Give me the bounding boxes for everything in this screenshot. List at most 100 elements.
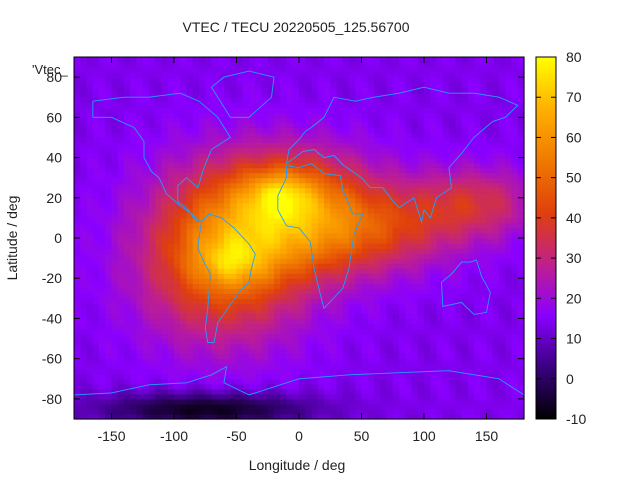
- heat-cell: [299, 363, 306, 370]
- heat-cell: [236, 318, 244, 325]
- heat-cell: [124, 127, 131, 134]
- heat-cell: [361, 288, 369, 294]
- heat-cell: [442, 318, 450, 325]
- heat-cell: [161, 77, 169, 83]
- heat-cell: [424, 378, 431, 385]
- heat-cell: [86, 132, 94, 139]
- heat-cell: [99, 323, 106, 330]
- heat-cell: [124, 202, 131, 209]
- heat-cell: [249, 87, 256, 93]
- heat-cell: [355, 253, 363, 259]
- heat-cell: [455, 192, 463, 199]
- heat-cell: [342, 122, 350, 128]
- heat-cell: [492, 293, 500, 299]
- heat-cell: [186, 137, 194, 144]
- heat-cell: [430, 207, 438, 214]
- heat-cell: [355, 263, 363, 269]
- heat-cell: [236, 187, 244, 194]
- heat-cell: [149, 187, 156, 194]
- heat-cell: [436, 358, 444, 365]
- heat-cell: [361, 363, 369, 370]
- heat-cell: [255, 232, 263, 239]
- heat-cell: [142, 398, 150, 405]
- heat-cell: [236, 117, 244, 123]
- heat-cell: [499, 388, 506, 395]
- heat-cell: [367, 358, 375, 365]
- heat-cell: [99, 273, 106, 279]
- heat-cell: [399, 77, 406, 83]
- heat-cell: [130, 212, 138, 219]
- heat-cell: [86, 338, 94, 345]
- heat-cell: [474, 82, 481, 88]
- heat-cell: [299, 408, 306, 415]
- heat-cell: [355, 122, 363, 128]
- heat-cell: [136, 413, 144, 420]
- heat-cell: [492, 368, 500, 375]
- heat-cell: [130, 303, 138, 309]
- heat-cell: [292, 92, 300, 98]
- heat-cell: [399, 393, 406, 400]
- heat-cell: [211, 102, 219, 108]
- heat-cell: [86, 217, 94, 224]
- heat-cell: [92, 192, 100, 199]
- heat-cell: [286, 408, 294, 415]
- heat-cell: [274, 172, 281, 179]
- heat-cell: [442, 383, 450, 390]
- heat-cell: [442, 348, 450, 355]
- heat-cell: [336, 107, 344, 113]
- heat-cell: [161, 333, 169, 340]
- heat-cell: [480, 323, 488, 330]
- heat-cell: [149, 258, 156, 264]
- heat-cell: [174, 82, 181, 88]
- heat-cell: [342, 82, 350, 88]
- heat-cell: [155, 157, 163, 164]
- heat-cell: [499, 212, 506, 219]
- heat-cell: [486, 253, 494, 259]
- heat-cell: [142, 323, 150, 330]
- heat-cell: [130, 348, 138, 355]
- heat-cell: [474, 393, 481, 400]
- heat-cell: [286, 102, 294, 108]
- heat-cell: [455, 187, 463, 194]
- heat-cell: [405, 117, 413, 123]
- heat-cell: [499, 243, 506, 249]
- heat-cell: [436, 102, 444, 108]
- heat-cell: [167, 318, 175, 325]
- heat-cell: [274, 97, 281, 103]
- heat-cell: [349, 293, 356, 299]
- heat-cell: [99, 232, 106, 239]
- heat-cell: [155, 358, 163, 365]
- heat-cell: [311, 142, 319, 149]
- heat-cell: [511, 283, 519, 289]
- heat-cell: [311, 273, 319, 279]
- heat-cell: [142, 117, 150, 123]
- heat-cell: [324, 232, 331, 239]
- heat-cell: [399, 182, 406, 189]
- heat-cell: [317, 137, 325, 144]
- heat-cell: [380, 212, 388, 219]
- heat-cell: [324, 258, 331, 264]
- heat-cell: [417, 313, 425, 320]
- heat-cell: [111, 348, 119, 355]
- heat-cell: [174, 142, 181, 149]
- heat-cell: [86, 353, 94, 360]
- heat-cell: [380, 72, 388, 78]
- heat-cell: [355, 283, 363, 289]
- heat-cell: [499, 187, 506, 194]
- heat-cell: [392, 162, 400, 169]
- heat-cell: [117, 283, 125, 289]
- heat-cell: [124, 197, 131, 204]
- heat-cell: [517, 363, 525, 370]
- heat-cell: [130, 117, 138, 123]
- heat-cell: [461, 87, 469, 93]
- heat-cell: [199, 87, 206, 93]
- heat-cell: [174, 77, 181, 83]
- heat-cell: [424, 82, 431, 88]
- heat-cell: [167, 217, 175, 224]
- heat-cell: [130, 353, 138, 360]
- heat-cell: [455, 363, 463, 370]
- heat-cell: [255, 278, 263, 284]
- heat-cell: [399, 152, 406, 159]
- heat-cell: [117, 112, 125, 118]
- heat-cell: [111, 323, 119, 330]
